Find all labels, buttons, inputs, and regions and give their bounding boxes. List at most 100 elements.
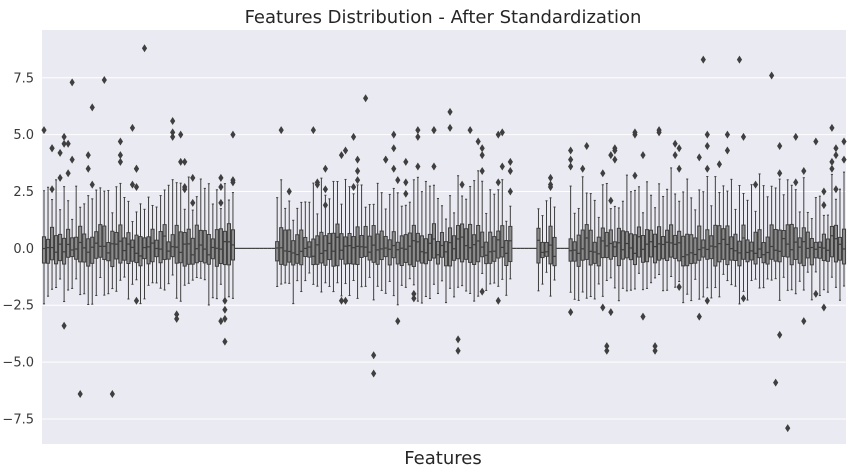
outlier-point [411,289,417,298]
outlier-point [640,151,646,160]
box [299,201,304,293]
outlier-point [475,137,481,146]
box-body [616,227,621,267]
outlier-point [69,78,75,87]
box [773,187,779,387]
box [109,212,115,398]
outlier-point [77,389,83,398]
box-body [592,241,597,264]
outlier-point [109,389,115,398]
box-body [363,225,368,257]
box-body [415,232,420,262]
box-body [580,229,585,261]
outlier-point [354,176,361,185]
box-body [572,241,577,262]
box [141,44,148,300]
box-body [608,229,613,260]
box [721,185,726,275]
box-body [315,235,320,265]
outlier-point [696,312,702,321]
box-body [45,238,51,264]
box-body [102,225,107,261]
outlier-point [580,164,586,173]
box-body [218,228,223,265]
outlier-point [431,126,437,135]
box-body [303,236,308,258]
box-body [451,235,457,261]
outlier-point [371,369,377,378]
box-body [636,226,642,258]
box [106,189,111,295]
box [576,207,581,301]
box [178,130,184,302]
box-body [395,241,400,265]
outlier-point [833,185,839,194]
box-body [355,226,360,266]
outlier-point [716,160,722,169]
outlier-point [133,296,140,305]
box [604,183,610,355]
box [801,167,807,326]
box-body [335,223,340,267]
outlier-point [656,128,662,137]
box [829,123,835,278]
box-body [166,241,171,260]
box [49,144,55,290]
box [640,151,646,321]
outlier-point [129,123,136,132]
box-body [584,224,589,260]
box-body [98,224,103,258]
outlier-point [218,317,224,326]
box [620,200,625,289]
outlier-point [129,180,136,189]
box-body [685,233,690,267]
box-body [49,226,55,261]
outlier-point [85,164,91,173]
box [584,142,590,299]
box-body [275,241,280,262]
box-body [126,232,131,265]
box-body [765,236,770,265]
outlier-point [350,132,357,141]
box [146,196,151,286]
outlier-point [218,173,224,182]
outlier-point [600,303,606,312]
box-body [407,232,412,266]
box-body [62,237,67,265]
box [447,107,453,289]
outlier-point [568,308,574,317]
box [138,203,143,305]
box-body [222,230,227,266]
box [291,219,296,305]
outlier-point [704,142,710,151]
outlier-point [495,296,501,305]
box-body [158,231,163,264]
box [399,205,404,286]
box-body [190,237,195,265]
outlier-point [479,144,485,153]
outlier-point [841,137,847,146]
box [117,137,123,281]
box [182,157,188,286]
box [314,178,320,287]
outlier-point [568,146,574,155]
box [648,194,654,284]
box [350,132,357,281]
box-body [721,228,726,260]
box-body [596,236,601,267]
box [331,180,336,293]
outlier-point [785,424,791,433]
box-body [648,229,654,258]
box-body [468,223,473,263]
box [129,123,136,285]
box [700,55,706,298]
box [391,130,397,297]
box-body [226,223,231,266]
box [608,151,614,317]
box-body [399,235,404,267]
outlier-point [829,157,835,166]
box-body [492,236,497,262]
box [752,180,759,280]
box [198,178,203,279]
outlier-point [170,128,176,137]
